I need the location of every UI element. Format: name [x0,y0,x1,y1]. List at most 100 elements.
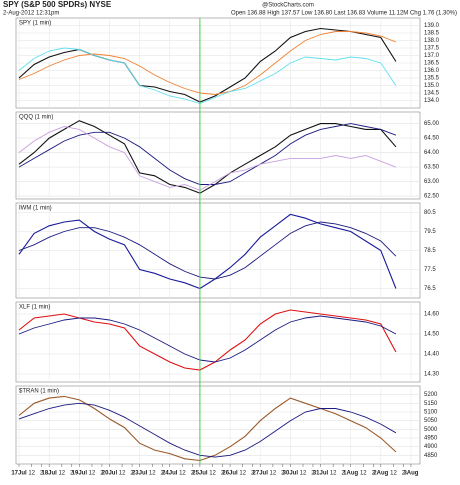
price-line [18,221,397,280]
panel-label: SPY (1 min) [19,21,51,27]
panel-frame [15,111,421,200]
panel-label: XLF (1 min) [19,305,50,311]
y-tick-label: 138.5 [424,31,440,37]
panel-label: IWM (1 min) [19,206,52,212]
y-tick-label: 5150 [424,401,438,407]
panel-frame [15,301,421,383]
y-tick-label: 64.00 [424,150,440,156]
y-tick-label: 134.5 [424,91,440,97]
y-tick-label: 138.0 [424,38,440,44]
x-tick-label: 25Jul [192,471,208,477]
price-line [18,309,397,371]
y-tick-label: 64.50 [424,136,440,142]
y-tick-label: 139.0 [424,23,440,29]
chart-title: SPY (S&P 500 SPDRs) NYSE [3,0,112,9]
y-tick-label: 62.50 [424,194,440,200]
y-tick-label: 137.5 [424,46,440,52]
panel-label: QQQ (1 min) [19,115,53,121]
x-tick-label: 12 [330,471,337,477]
legend-entry: XLF (1 min) [19,305,50,311]
y-tick-label: 5200 [424,392,438,398]
x-tick-label: 2 [402,471,406,477]
y-tick-label: 4850 [424,453,438,459]
x-tick-label: 12 [239,471,246,477]
y-tick-label: 63.00 [424,179,440,185]
x-tick-label: 31Jul [313,471,329,477]
legend-entry: IWM (1 min) [19,206,52,212]
x-tick-label: 12 [179,471,186,477]
y-tick-label: 137.0 [424,53,440,59]
y-tick-label: 14.50 [424,332,440,338]
y-tick-label: 136.0 [424,68,440,74]
x-tick-label: 2 [221,471,225,477]
price-line [18,395,397,462]
x-tick-label: 12 [119,471,126,477]
y-tick-label: 78.5 [424,248,436,254]
price-line [18,123,397,185]
y-tick-label: 76.5 [424,286,436,292]
x-tick-label: 2 [100,471,104,477]
x-tick-label: 12 [89,471,96,477]
x-tick-label: 12 [300,471,307,477]
price-line [18,31,397,95]
x-tick-label: 1Aug [343,471,358,477]
x-tick-label: 30Jul [283,471,299,477]
y-tick-label: 4950 [424,436,438,442]
y-tick-label: 14.40 [424,352,440,358]
legend-entry: QQQ (1 min) [19,115,53,121]
date: 2-Aug-2012 12:31pm [3,11,59,17]
y-tick-label: 80.5 [424,210,436,216]
y-tick-label: 5050 [424,418,438,424]
brand: @StockCharts.com [262,3,314,9]
price-line [18,315,397,363]
x-tick-label: 12 [390,471,397,477]
y-tick-label: 79.5 [424,229,436,235]
price-line [18,47,397,104]
x-tick-label: 23Jul [132,471,148,477]
price-line [18,213,397,290]
x-tick-label: 2 [311,471,315,477]
x-tick-label: 2 [191,471,195,477]
x-tick-label: 2 [161,471,165,477]
x-tick-label: 20Jul [102,471,118,477]
y-tick-label: 135.5 [424,76,440,82]
y-tick-label: 4900 [424,444,438,450]
x-tick-label: 12 [270,471,277,477]
x-tick-label: 12 [360,471,367,477]
price-line [18,402,397,458]
x-tick-label: 2 [281,471,285,477]
x-tick-label: 12 [28,471,35,477]
panel-frame [15,385,421,465]
y-tick-label: 14.30 [424,372,440,378]
x-tick-label: 2 [251,471,255,477]
x-tick-label: 2 [70,471,74,477]
y-tick-label: 14.60 [424,312,440,318]
price-line [18,120,397,194]
x-tick-label: 2 [341,471,345,477]
y-tick-label: 136.5 [424,61,440,67]
x-tick-label: 2 [372,471,376,477]
price-line [18,27,397,103]
y-tick-label: 77.5 [424,267,436,273]
y-tick-label: 5000 [424,427,438,433]
x-tick-label: 3Aug [403,471,418,477]
x-tick-label: 12 [149,471,156,477]
x-tick-label: 2Aug [373,471,388,477]
x-tick-label: 17Jul [11,471,27,477]
y-tick-label: 63.50 [424,165,440,171]
quote: Open 136.88 High 137.57 Low 136.80 Last … [231,11,457,17]
x-tick-label: 12 [58,471,65,477]
x-tick-label: 12 [209,471,216,477]
x-tick-label: 2 [130,471,134,477]
panel-label: $TRAN (1 min) [19,389,59,395]
x-tick-label: 18Jul [41,471,57,477]
y-tick-label: 5100 [424,410,438,416]
y-tick-label: 135.0 [424,83,440,89]
x-tick-label: 2 [40,471,44,477]
y-tick-label: 134.0 [424,98,440,104]
y-tick-label: 65.00 [424,121,440,127]
x-tick-label: 26Jul [222,471,238,477]
price-line [18,126,397,191]
